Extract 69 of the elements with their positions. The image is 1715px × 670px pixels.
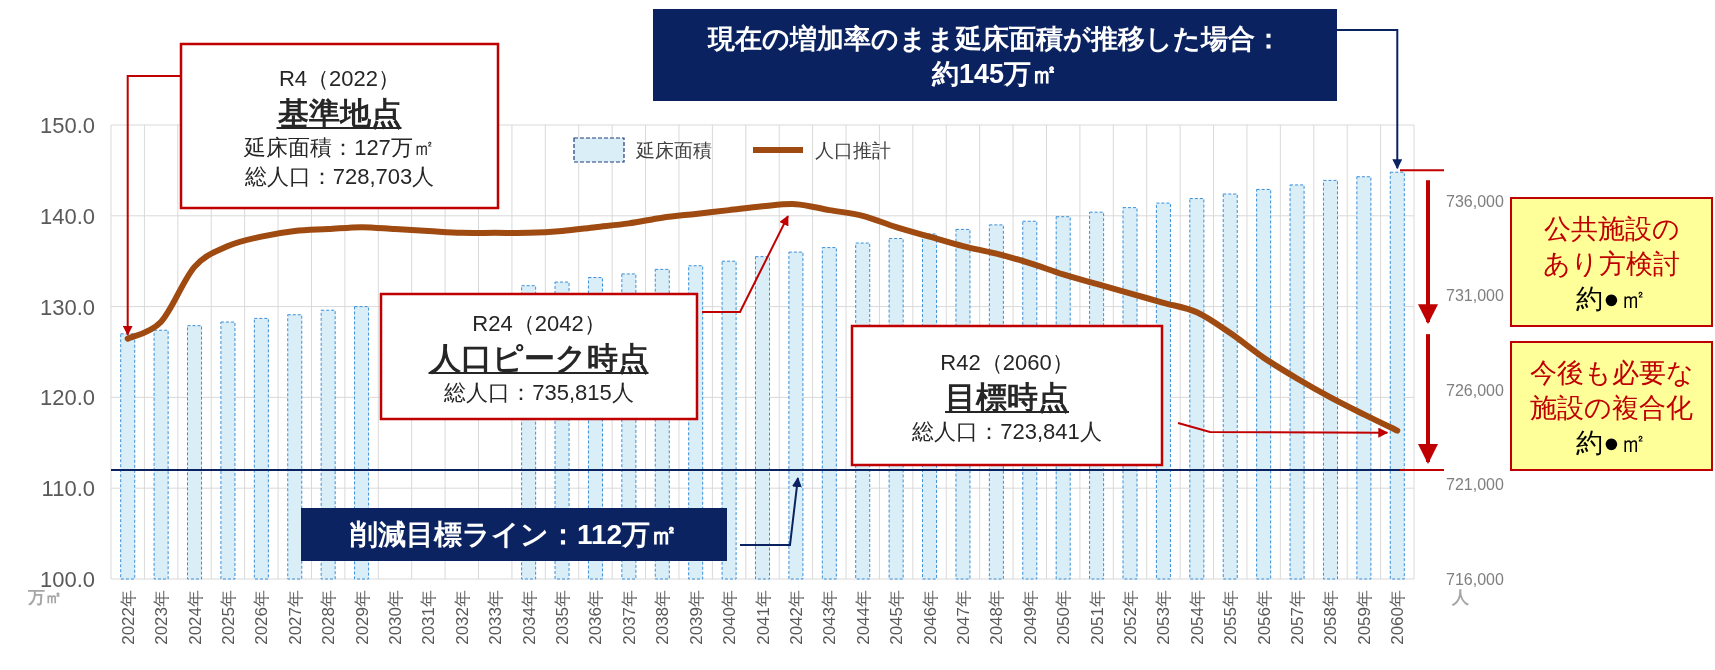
text: あり方検討 [1543, 248, 1680, 279]
x-tick-label: 2029年 [352, 590, 372, 645]
text: 施設の複合化 [1530, 392, 1693, 423]
x-tick-label: 2057年 [1288, 590, 1308, 645]
y2-tick-label: 721,000 [1446, 476, 1504, 494]
x-tick-label: 2058年 [1321, 590, 1341, 645]
text: 約145万㎡ [930, 59, 1059, 90]
x-tick-label: 2022年 [118, 590, 138, 645]
ref-line-label: 削減目標ライン：112万㎡ [348, 519, 679, 550]
x-tick-label: 2053年 [1154, 590, 1174, 645]
x-tick-label: 2036年 [586, 590, 606, 645]
text: 約●㎡ [1576, 427, 1647, 458]
y2-tick-label: 716,000 [1446, 571, 1504, 588]
legend-label: 人口推計 [815, 140, 891, 161]
x-tick-label: 2023年 [152, 590, 172, 645]
x-tick-label: 2035年 [553, 590, 573, 645]
x-tick-label: 2024年 [185, 590, 205, 645]
x-tick-label: 2046年 [920, 590, 940, 645]
x-tick-label: 2045年 [887, 590, 907, 645]
y2-tick-label: 736,000 [1446, 192, 1504, 210]
x-tick-label: 2051年 [1087, 590, 1107, 645]
x-tick-label: 2032年 [452, 590, 472, 645]
annotation: 総人口：728,703人 [243, 163, 435, 189]
x-tick-label: 2054年 [1187, 590, 1207, 645]
x-tick-label: 2059年 [1354, 590, 1374, 645]
y-tick-label: 110.0 [41, 476, 95, 502]
x-tick-label: 2047年 [953, 590, 973, 645]
x-tick-label: 2026年 [252, 590, 272, 645]
annotation: 総人口：723,841人 [911, 418, 1102, 444]
y-tick-label: 120.0 [39, 385, 95, 411]
y2-tick-label: 726,000 [1446, 381, 1504, 399]
x-tick-label: 2055年 [1221, 590, 1241, 645]
x-tick-label: 2049年 [1020, 590, 1040, 645]
legend-label: 延床面積 [635, 140, 712, 161]
x-tick-label: 2031年 [419, 590, 439, 645]
x-tick-label: 2044年 [853, 590, 873, 645]
text: 約●㎡ [1576, 283, 1647, 314]
y-tick-label: 150.0 [39, 113, 95, 138]
y-tick-label: 140.0 [39, 203, 95, 229]
x-tick-label: 2033年 [486, 590, 506, 645]
x-tick-label: 2052年 [1121, 590, 1141, 645]
annotation: R24（2042） [472, 310, 606, 336]
y2-axis-title: 人 [1450, 588, 1470, 607]
annotation: 延床面積：127万㎡ [243, 134, 435, 160]
x-tick-label: 2037年 [619, 590, 639, 645]
x-tick-label: 2043年 [820, 590, 840, 645]
x-tick-label: 2028年 [319, 590, 339, 645]
x-tick-label: 2050年 [1054, 590, 1074, 645]
text: 公共施設の [1543, 213, 1680, 244]
y-tick-label: 130.0 [39, 294, 95, 320]
x-tick-label: 2056年 [1254, 590, 1274, 645]
y2-tick-label: 731,000 [1446, 287, 1504, 305]
x-tick-label: 2042年 [786, 590, 806, 645]
text: 現在の増加率のまま延床面積が推移した場合： [707, 24, 1282, 55]
annotation: R42（2060） [940, 349, 1074, 375]
text: 今後も必要な [1529, 357, 1694, 388]
x-tick-label: 2048年 [987, 590, 1007, 645]
x-tick-label: 2027年 [285, 590, 305, 645]
y-axis-title: 万㎡ [27, 588, 62, 607]
x-tick-label: 2030年 [385, 590, 405, 645]
x-tick-label: 2060年 [1388, 590, 1408, 645]
x-tick-label: 2039年 [686, 590, 706, 645]
text: R4（2022） [278, 66, 401, 92]
x-tick-label: 2040年 [720, 590, 740, 645]
x-tick-label: 2038年 [653, 590, 673, 645]
annotation: 総人口：735,815人 [443, 379, 634, 405]
x-tick-label: 2041年 [753, 590, 773, 645]
x-tick-label: 2034年 [519, 590, 539, 645]
x-tick-label: 2025年 [218, 590, 238, 645]
